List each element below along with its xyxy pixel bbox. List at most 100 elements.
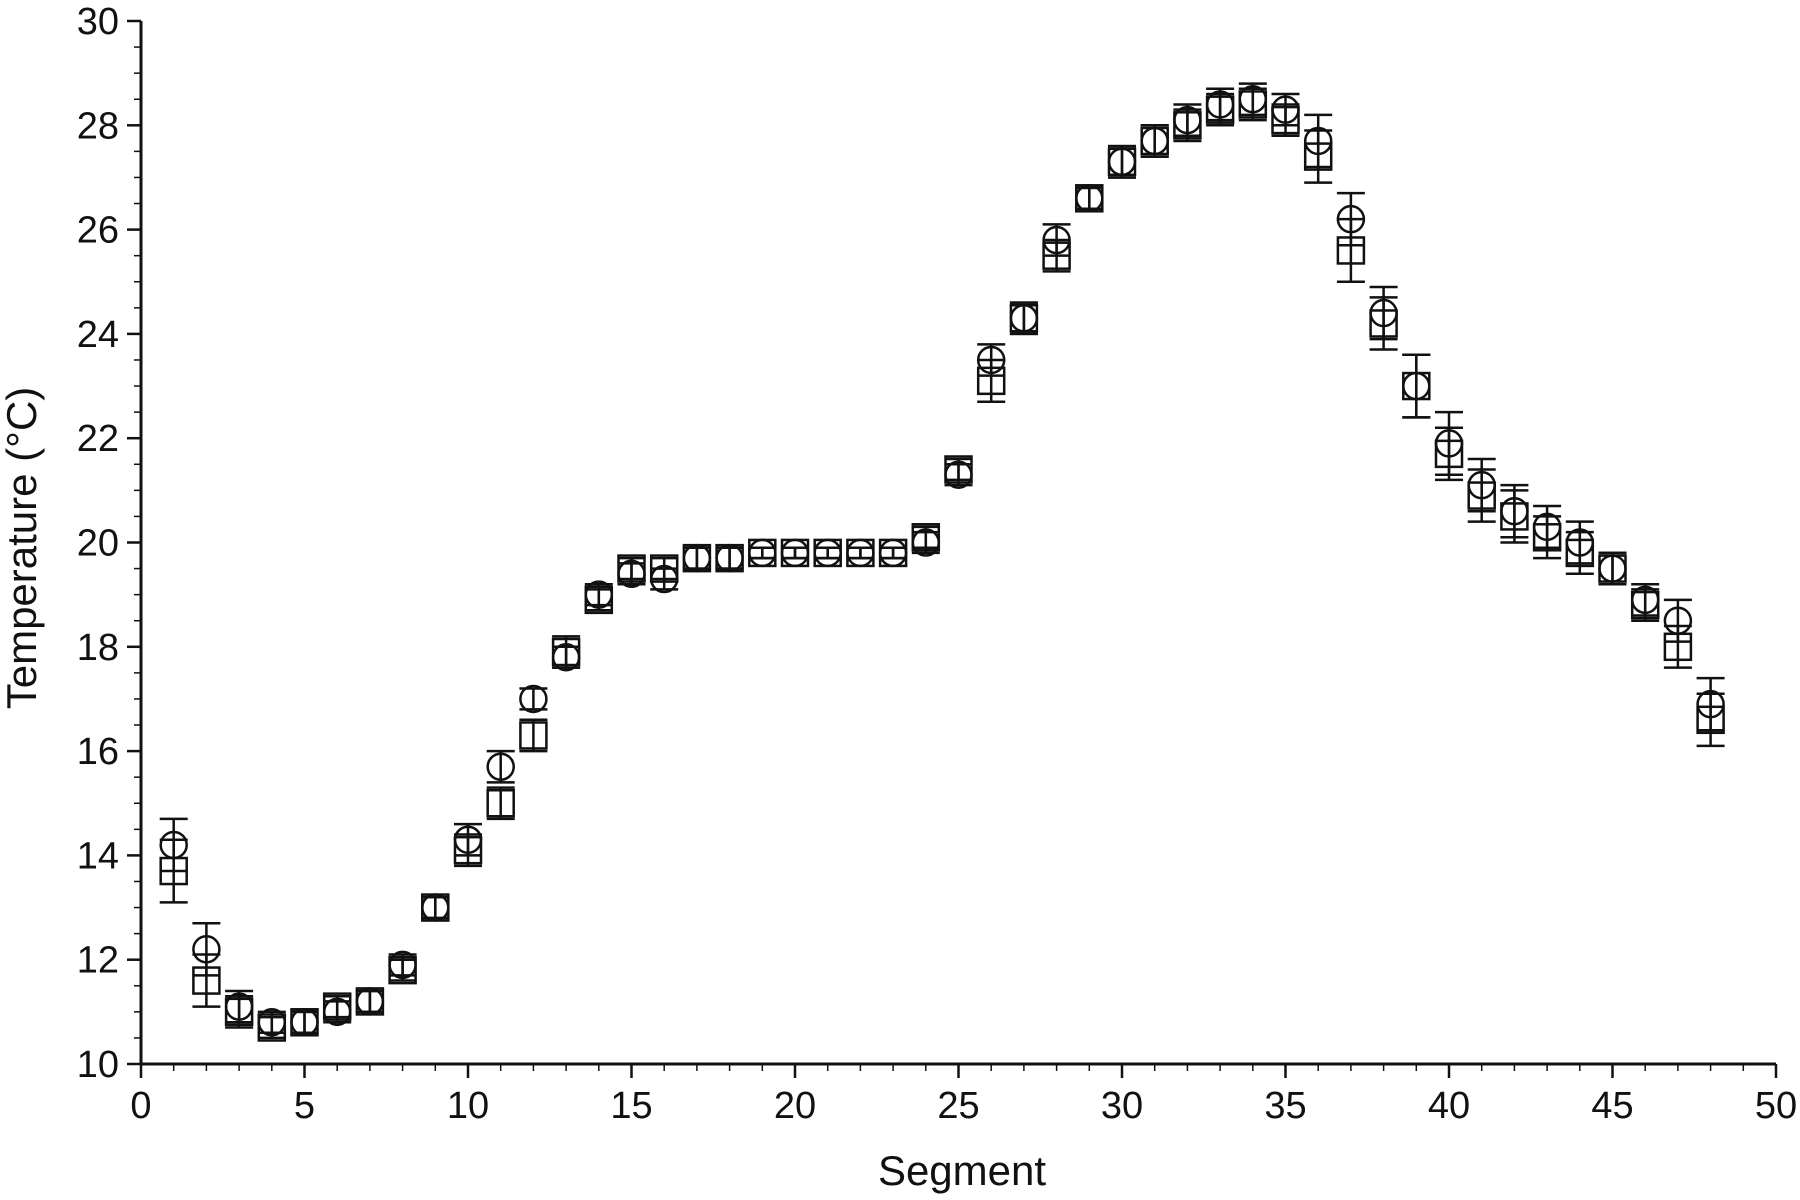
marks-layer: [159, 82, 1725, 1042]
square-data-point: [1663, 624, 1693, 669]
x-tick-label: 40: [1428, 1085, 1470, 1127]
square-data-point: [1467, 468, 1496, 523]
square-data-point: [1009, 301, 1039, 336]
y-tick-label: 24: [77, 314, 119, 356]
square-data-point: [1173, 108, 1202, 143]
square-marker: [192, 966, 221, 995]
square-marker: [1336, 236, 1366, 265]
y-tick-label: 22: [77, 418, 119, 460]
circle-data-point: [486, 749, 515, 784]
x-tick-label: 0: [130, 1085, 151, 1127]
square-data-point: [159, 838, 188, 904]
square-marker: [355, 987, 385, 1016]
square-marker: [1009, 304, 1039, 333]
square-marker: [551, 637, 581, 667]
square-data-point: [682, 543, 712, 573]
square-data-point: [290, 1008, 319, 1037]
square-marker: [519, 721, 548, 750]
square-marker: [1434, 439, 1464, 469]
square-data-point: [1271, 103, 1300, 137]
y-tick-label: 26: [77, 210, 119, 252]
x-tick-label: 50: [1755, 1085, 1797, 1127]
square-marker: [846, 538, 875, 568]
y-tick-label: 30: [77, 1, 119, 43]
y-tick-label: 12: [77, 940, 119, 982]
square-data-point: [846, 538, 875, 568]
square-marker: [1173, 111, 1202, 140]
square-data-point: [715, 543, 744, 573]
square-marker: [682, 543, 712, 573]
square-data-point: [878, 538, 908, 568]
y-tick-label: 10: [77, 1044, 119, 1086]
square-data-point: [355, 987, 385, 1016]
square-data-point: [1140, 124, 1169, 158]
square-marker: [322, 992, 352, 1021]
square-marker: [290, 1008, 319, 1037]
y-tick-label: 16: [77, 731, 119, 773]
square-marker: [1598, 554, 1627, 583]
square-data-point: [453, 833, 483, 868]
square-marker: [1500, 502, 1529, 531]
square-marker: [453, 835, 483, 865]
square-data-point: [1500, 489, 1529, 544]
circle-data-point: [519, 684, 548, 714]
square-data-point: [1303, 129, 1333, 184]
square-data-point: [1598, 551, 1627, 586]
y-axis-title: Temperature (°C): [0, 387, 45, 710]
x-tick-label: 5: [294, 1085, 315, 1127]
square-data-point: [649, 554, 679, 583]
square-data-point: [551, 635, 581, 669]
x-tick-label: 35: [1264, 1085, 1306, 1127]
square-marker: [224, 997, 254, 1027]
square-marker: [1205, 95, 1235, 124]
square-marker: [486, 789, 515, 818]
square-marker: [1271, 105, 1300, 135]
x-tick-label: 10: [447, 1085, 489, 1127]
square-marker: [159, 856, 188, 886]
square-data-point: [1336, 217, 1366, 283]
square-marker: [944, 455, 973, 484]
square-marker: [1140, 126, 1169, 156]
square-data-point: [1107, 144, 1137, 179]
square-data-point: [780, 538, 810, 568]
square-data-point: [1075, 184, 1104, 213]
square-data-point: [519, 718, 548, 753]
square-data-point: [1696, 692, 1725, 748]
square-marker: [649, 554, 679, 583]
axes-layer: 0 5 10 15 20 25 30 35 40 45 50 10 12 14 16 18 20 22 24 26 28…: [77, 1, 1797, 1127]
x-tick-label: 20: [774, 1085, 816, 1127]
square-marker: [748, 538, 777, 568]
circle-marker: [486, 752, 515, 781]
square-data-point: [748, 538, 777, 568]
x-tick-label: 25: [937, 1085, 979, 1127]
square-data-point: [1630, 588, 1660, 622]
square-marker: [617, 554, 646, 583]
square-marker: [780, 538, 810, 568]
square-data-point: [257, 1013, 287, 1042]
square-marker: [388, 955, 417, 985]
square-marker: [257, 1013, 287, 1042]
square-marker: [1042, 241, 1071, 270]
square-data-point: [1402, 353, 1431, 419]
square-marker: [1663, 632, 1693, 662]
square-data-point: [322, 992, 352, 1021]
square-data-point: [1565, 530, 1595, 576]
square-data-point: [1369, 296, 1398, 351]
square-data-point: [584, 585, 614, 615]
square-data-point: [976, 358, 1006, 403]
square-data-point: [911, 523, 941, 552]
square-marker: [878, 538, 908, 568]
square-data-point: [388, 955, 417, 985]
square-marker: [1532, 523, 1562, 552]
y-tick-label: 18: [77, 627, 119, 669]
square-marker: [911, 523, 941, 552]
square-marker: [1107, 147, 1137, 177]
square-marker: [1467, 481, 1496, 510]
square-data-point: [224, 994, 254, 1029]
square-data-point: [813, 538, 842, 568]
square-data-point: [1042, 238, 1071, 273]
square-marker: [584, 585, 614, 615]
square-marker: [813, 538, 842, 568]
